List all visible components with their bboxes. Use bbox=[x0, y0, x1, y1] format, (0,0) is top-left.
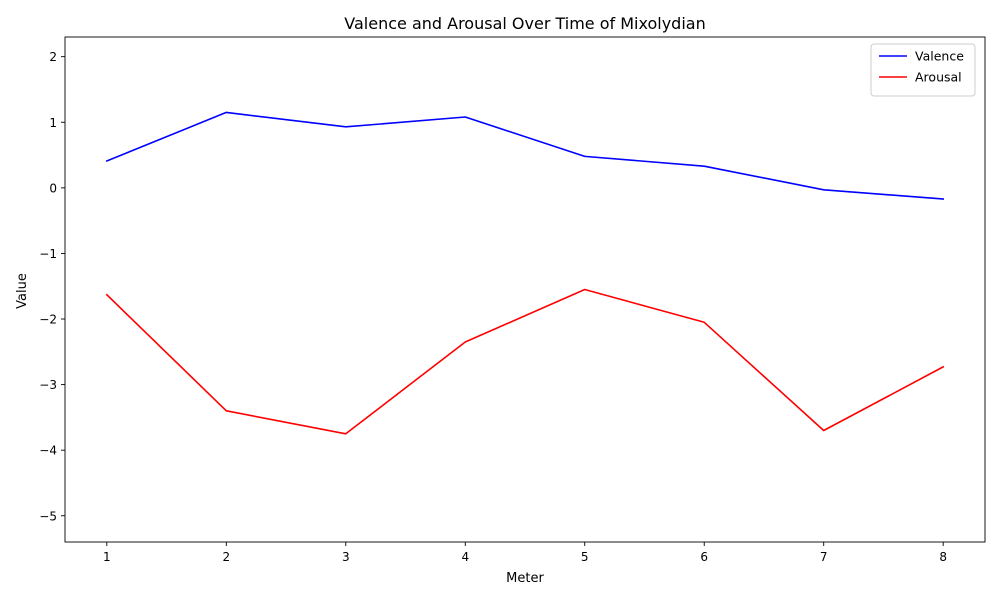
y-axis-label: Value bbox=[15, 273, 30, 309]
x-tick-label: 1 bbox=[103, 550, 111, 564]
y-tick-label: −2 bbox=[39, 313, 57, 327]
x-tick-label: 2 bbox=[222, 550, 230, 564]
chart-title: Valence and Arousal Over Time of Mixolyd… bbox=[344, 14, 705, 33]
y-tick-label: 1 bbox=[49, 116, 57, 130]
x-tick-label: 8 bbox=[939, 550, 947, 564]
legend-label-arousal: Arousal bbox=[915, 70, 962, 85]
series-line-valence bbox=[105, 111, 945, 200]
x-tick-label: 7 bbox=[820, 550, 828, 564]
y-tick-label: 0 bbox=[49, 181, 57, 195]
y-tick-label: −1 bbox=[39, 247, 57, 261]
x-tick-label: 4 bbox=[461, 550, 469, 564]
legend-box bbox=[870, 43, 976, 97]
plot-area: 1 2 3 4 5 6 7 8 2 1 0 −1 −2 −3 −4 −5 bbox=[39, 36, 986, 564]
legend-label-valence: Valence bbox=[915, 49, 964, 64]
plot-frame bbox=[64, 36, 986, 543]
series-line-arousal bbox=[105, 288, 945, 435]
y-tick-label: −4 bbox=[39, 444, 57, 458]
x-tick-label: 6 bbox=[700, 550, 708, 564]
y-tick-label: −3 bbox=[39, 378, 57, 392]
y-tick-label: −5 bbox=[39, 509, 57, 523]
x-tick-label: 3 bbox=[342, 550, 350, 564]
y-tick-label: 2 bbox=[49, 50, 57, 64]
legend: Valence Arousal bbox=[870, 43, 976, 97]
x-tick-label: 5 bbox=[581, 550, 589, 564]
x-axis-label: Meter bbox=[506, 571, 544, 586]
